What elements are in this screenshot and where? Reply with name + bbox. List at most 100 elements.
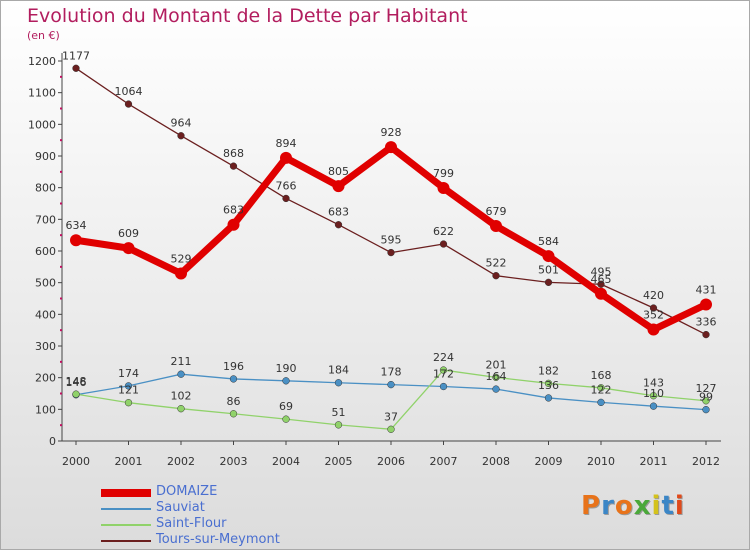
data-label: 609: [118, 227, 139, 240]
legend-swatch: [101, 540, 151, 542]
data-label: 679: [486, 205, 507, 218]
data-label: 122: [591, 383, 612, 396]
y-tick-label: 800: [35, 182, 56, 195]
x-tick-label: 2004: [272, 455, 300, 468]
y-tick-label: 1000: [28, 118, 56, 131]
data-point: [700, 298, 712, 311]
data-label: 894: [276, 137, 297, 150]
y-minor-tick: [60, 265, 62, 268]
data-label: 420: [643, 289, 664, 302]
y-minor-tick: [60, 75, 62, 78]
x-tick-label: 2000: [62, 455, 90, 468]
data-point: [227, 218, 240, 231]
data-point: [282, 377, 290, 385]
series-line: [75, 67, 707, 336]
data-label: 196: [223, 360, 244, 373]
x-tick-label: 2005: [325, 455, 353, 468]
data-point: [124, 399, 133, 407]
data-label: 143: [643, 377, 664, 390]
data-point: [702, 330, 710, 339]
y-tick-label: 1100: [28, 87, 56, 100]
data-point: [597, 280, 605, 288]
data-label: 595: [381, 234, 402, 247]
y-tick-label: 300: [35, 340, 56, 353]
data-label: 182: [538, 364, 559, 377]
data-point: [439, 382, 448, 391]
y-minor-tick: [60, 297, 62, 300]
data-label: 172: [433, 368, 454, 381]
data-point: [387, 248, 395, 257]
data-point: [597, 398, 605, 407]
data-label: 69: [279, 400, 293, 413]
x-tick-label: 2006: [377, 455, 405, 468]
data-label: 529: [171, 252, 192, 265]
data-point: [544, 278, 553, 287]
data-point: [649, 402, 658, 410]
legend-label: Saint-Flour: [156, 516, 227, 531]
data-label: 766: [276, 179, 297, 192]
x-tick-label: 2002: [167, 455, 195, 468]
data-point: [702, 406, 710, 414]
data-label: 190: [276, 362, 297, 375]
y-minor-tick: [60, 170, 62, 173]
series-saint-flour: [72, 366, 710, 433]
data-point: [229, 162, 238, 170]
legend-label: Tours-sur-Meymont: [156, 532, 280, 547]
y-tick-label: 900: [35, 150, 56, 163]
chart-title: Evolution du Montant de la Dette par Hab…: [27, 5, 468, 27]
data-label: 102: [171, 390, 192, 403]
data-label: 148: [66, 375, 87, 388]
series-layer: [70, 64, 712, 433]
data-point: [122, 242, 135, 255]
y-tick-label: 600: [35, 245, 56, 258]
data-label: 86: [227, 395, 241, 408]
brand-letter: i: [674, 491, 685, 521]
data-point: [229, 410, 238, 418]
brand-letter: x: [633, 491, 652, 521]
legend-label: Sauviat: [156, 500, 205, 515]
y-tick-label: 1200: [28, 55, 56, 68]
brand-logo: Proxiti: [581, 491, 685, 521]
data-point: [647, 323, 660, 336]
data-point: [334, 421, 343, 429]
data-point: [177, 132, 185, 140]
data-label: 178: [381, 366, 402, 379]
data-point: [492, 385, 500, 393]
y-minor-tick: [60, 424, 62, 427]
data-label: 465: [591, 273, 612, 286]
data-label: 37: [384, 410, 398, 423]
data-point: [177, 405, 185, 413]
data-label: 51: [332, 406, 346, 419]
series-domaize: [70, 141, 712, 336]
data-label: 168: [591, 369, 612, 382]
chart-unit-label: (en €): [27, 29, 60, 42]
data-point: [490, 219, 502, 232]
legend-swatch: [101, 489, 151, 497]
legend-swatch: [101, 508, 151, 510]
data-point: [177, 370, 185, 378]
legend-label: DOMAIZE: [156, 484, 218, 499]
data-label: 622: [433, 225, 454, 238]
data-point: [595, 287, 607, 300]
data-label: 174: [118, 367, 139, 380]
y-minor-tick: [60, 329, 62, 332]
data-label: 146: [66, 376, 87, 389]
y-minor-tick: [60, 360, 62, 363]
x-tick-label: 2012: [692, 455, 720, 468]
data-label: 683: [328, 206, 349, 219]
x-tick-label: 2003: [220, 455, 248, 468]
data-point: [175, 267, 187, 280]
x-tick-label: 2007: [430, 455, 458, 468]
brand-letter: r: [601, 491, 615, 521]
data-label: 211: [171, 355, 192, 368]
data-point: [124, 382, 133, 390]
x-tick-label: 2008: [482, 455, 510, 468]
y-tick-label: 700: [35, 213, 56, 226]
data-point: [649, 304, 658, 312]
data-point: [387, 425, 395, 433]
data-label: 1064: [115, 85, 143, 98]
data-point: [280, 151, 292, 164]
y-tick-label: 400: [35, 308, 56, 321]
data-label: 136: [538, 379, 559, 392]
